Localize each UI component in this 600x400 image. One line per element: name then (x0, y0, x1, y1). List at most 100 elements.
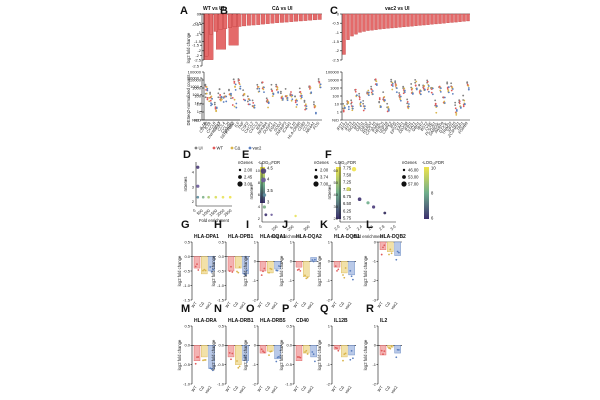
bubble (262, 205, 266, 209)
point (446, 81, 449, 84)
point (419, 90, 422, 92)
point (334, 265, 337, 267)
point (230, 265, 232, 268)
point (300, 94, 303, 97)
bar-vac2 (394, 241, 401, 256)
y-tick-label: 30 (334, 204, 339, 209)
y-tick-label: -0.5 (285, 362, 293, 367)
point (304, 108, 307, 111)
point (247, 103, 250, 106)
bubble (221, 195, 225, 199)
point (314, 105, 317, 108)
panel-label-l: L (366, 219, 373, 231)
point (395, 258, 398, 261)
color-legend-title: -LOG₁₀FDR (422, 160, 444, 165)
group-legend: UI WT CΔ vac2 (194, 146, 262, 151)
point (234, 86, 236, 88)
point (336, 347, 338, 350)
gene-label: IFI44L (370, 121, 381, 133)
color-legend-tick: 7.25 (343, 180, 352, 185)
point (351, 105, 354, 108)
point (358, 96, 361, 99)
bar-18 (410, 13, 414, 27)
point (354, 90, 357, 93)
x-tick-label: 1500 (208, 207, 219, 217)
gene-label: FOS (312, 120, 321, 130)
group-label: WT (376, 300, 384, 308)
point (270, 350, 273, 353)
point (349, 358, 352, 361)
point (350, 349, 353, 352)
legend-label-3: CΔ (235, 146, 241, 151)
y-tick-label: 0 (290, 259, 293, 264)
point (467, 87, 470, 89)
y-tick-label: N/D (332, 117, 339, 122)
panel-label-d: D (183, 149, 191, 161)
size-legend-label: 3.74 (320, 174, 329, 179)
group-label: WT (330, 300, 338, 308)
point (454, 107, 457, 110)
point (380, 349, 383, 352)
gene-label: CCL5 (301, 120, 311, 132)
y-tick-label: -1 (372, 362, 376, 367)
y-tick-label: -0.5 (217, 362, 225, 367)
point (263, 351, 266, 354)
point (391, 85, 394, 87)
y-tick-label: 3 (192, 184, 195, 189)
point (243, 354, 246, 357)
small-title: HLA-DRB1 (228, 318, 254, 324)
bar-cδ (341, 261, 348, 274)
point (233, 105, 236, 108)
point (427, 87, 430, 89)
point (243, 273, 246, 275)
point (463, 99, 466, 102)
point (236, 360, 238, 362)
point (319, 83, 322, 86)
group-label: CΔ (300, 384, 307, 392)
bar-1 (342, 13, 346, 55)
bar-vac2 (242, 256, 249, 275)
bubble (346, 187, 351, 191)
point (379, 105, 382, 108)
point (415, 88, 418, 91)
panel-label-e: E (242, 149, 249, 161)
bar-17 (406, 13, 410, 27)
bar-wt (259, 261, 267, 272)
point (277, 91, 280, 93)
title-c: vac2 vs UI (385, 6, 410, 12)
y-tick-label: -1 (252, 362, 256, 367)
y-tick-label: 10 (197, 101, 202, 106)
chart-marks: 0-0.5-1-1.5-2-2.50-0.5-1-1.5-2-2.50-0.5-… (177, 11, 470, 394)
bubble (351, 167, 357, 172)
y-tick-label: 0 (328, 259, 331, 264)
y-tick-label: 100000 (326, 69, 340, 74)
panel-label-i: I (246, 219, 249, 231)
gene-label: ISG15 (346, 120, 357, 133)
y-tick-label: 0 (337, 11, 340, 16)
panel-label-o: O (246, 303, 255, 315)
point (236, 270, 238, 273)
point (467, 88, 470, 91)
gene-label: ICAM1 (281, 121, 292, 134)
point (415, 80, 418, 83)
x-label: Fold enrichment (271, 234, 302, 239)
point (270, 268, 273, 271)
point (238, 79, 240, 82)
y-tick-label: 6 (258, 192, 261, 197)
group-label: WT (224, 300, 232, 308)
y-label: log2 fold change (211, 255, 216, 286)
bar-cδ (235, 345, 242, 365)
group-label: CΔ (338, 384, 345, 392)
size-legend-dot (237, 181, 243, 187)
bar-3 (350, 13, 354, 37)
point (211, 97, 213, 100)
point (231, 271, 234, 273)
point (414, 81, 417, 84)
y-tick-label: 10 (195, 101, 200, 106)
point (319, 86, 322, 89)
y-tick-label: -1 (372, 259, 376, 264)
point (391, 82, 394, 85)
size-legend-label: 2.45 (244, 174, 253, 179)
point (281, 97, 284, 100)
gene-label: GBP1 (411, 121, 421, 133)
